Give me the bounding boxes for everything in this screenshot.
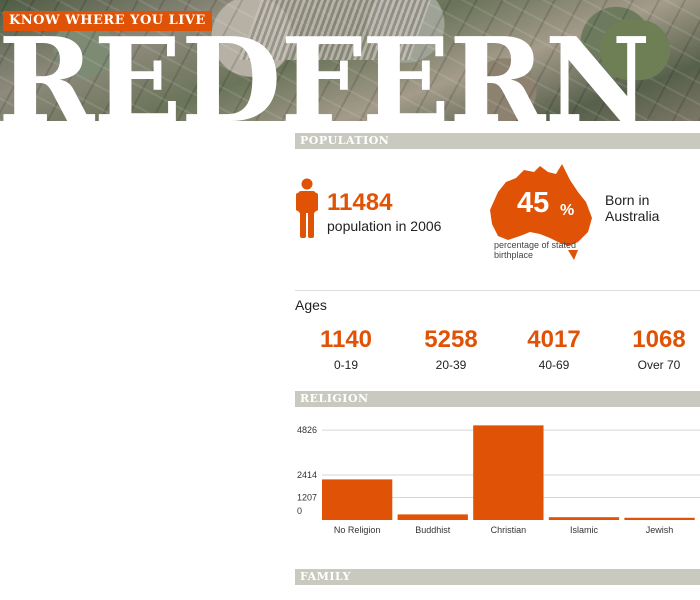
y-tick-label: 2414 [297, 470, 317, 480]
born-sub-label: percentage of stated birthplace [494, 240, 577, 260]
y-tick-label: 0 [297, 506, 302, 516]
religion-bar [624, 517, 695, 520]
religion-bar [548, 517, 620, 520]
x-tick-label: No Religion [334, 525, 381, 535]
population-count: 11484 [327, 189, 393, 216]
age-group: 4017 40-69 [509, 326, 599, 374]
ages-title: Ages [295, 297, 327, 313]
hero-aerial-photo: KNOW WHERE YOU LIVE REDFERN [0, 0, 700, 121]
religion-section-title: RELIGION [300, 392, 369, 405]
born-percent: 45 [517, 187, 550, 219]
population-count-label: population in 2006 [327, 218, 442, 234]
age-group-label: 0-19 [333, 358, 359, 372]
religion-bar [322, 479, 393, 520]
population-section-title: POPULATION [300, 134, 390, 147]
age-group-value: 1140 [319, 326, 373, 353]
tagline-badge: KNOW WHERE YOU LIVE [3, 11, 212, 31]
age-group-value: 1068 [632, 326, 686, 353]
age-group: 1140 0-19 [301, 326, 391, 374]
family-section-bar: FAMILY [295, 569, 700, 585]
family-section-title: FAMILY [300, 570, 351, 583]
x-tick-label: Christian [491, 525, 527, 535]
religion-bar-chart: 0 1207 2414 4826 No Religion Buddhist Christia… [297, 425, 700, 535]
age-group-label: 40-69 [538, 358, 570, 372]
age-group: 1068 Over 70 [614, 326, 700, 374]
age-group-label: Over 70 [637, 358, 681, 372]
x-tick-label: Jewish [646, 525, 674, 535]
religion-bar [397, 514, 468, 520]
age-group-label: 20-39 [435, 358, 467, 372]
age-group-value: 4017 [527, 326, 581, 353]
y-tick-label: 1207 [297, 493, 317, 503]
park-texture [600, 20, 670, 80]
age-group-value: 5258 [424, 326, 478, 353]
population-section-bar: POPULATION [295, 133, 700, 149]
born-label: Born in Australia [605, 192, 660, 224]
age-group: 5258 20-39 [406, 326, 496, 374]
percent-symbol: % [560, 202, 575, 219]
person-icon [296, 178, 318, 238]
x-tick-label: Islamic [570, 525, 599, 535]
australia-map-icon [490, 164, 592, 260]
religion-bar [473, 425, 544, 520]
section-divider [295, 290, 700, 291]
y-tick-label: 4826 [297, 425, 317, 435]
suburb-title: REDFERN [0, 13, 651, 121]
x-tick-label: Buddhist [415, 525, 451, 535]
religion-section-bar: RELIGION [295, 391, 700, 407]
